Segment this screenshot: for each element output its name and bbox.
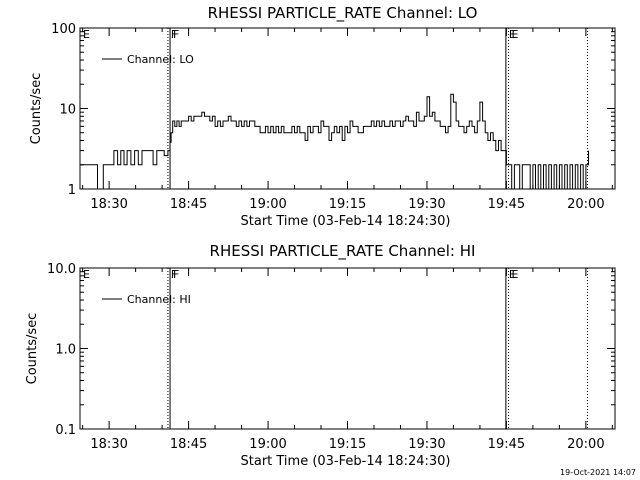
x-tick-label: 19:30 xyxy=(408,437,445,452)
x-tick-label: 18:30 xyxy=(90,437,127,452)
event-marker-label: F xyxy=(171,268,177,281)
event-marker-label: E xyxy=(509,268,516,281)
y-axis-label: Counts/sec xyxy=(25,313,40,385)
event-marker-label: E xyxy=(512,28,519,41)
x-tick-label: 19:00 xyxy=(249,437,286,452)
x-axis-label: Start Time (03-Feb-14 18:24:30) xyxy=(241,454,451,469)
series-line xyxy=(80,93,589,189)
x-tick-label: 20:00 xyxy=(567,197,604,212)
x-tick-label: 19:45 xyxy=(488,437,525,452)
x-tick-label: 19:15 xyxy=(329,197,366,212)
x-tick-label: 19:45 xyxy=(488,197,525,212)
panel-lo: RHESSI PARTICLE_RATE Channel: LO 1 10 100 18… xyxy=(29,4,616,229)
x-tick-label: 18:45 xyxy=(170,197,207,212)
y-tick-label: 100 xyxy=(51,22,76,37)
event-marker-label: F xyxy=(171,28,177,41)
x-tick-label: 18:45 xyxy=(170,437,207,452)
footer-date: 19-Oct-2021 14:07 xyxy=(560,468,636,477)
x-tick-label: 19:00 xyxy=(249,197,286,212)
event-marker-label: E xyxy=(83,28,90,41)
event-marker-label: E xyxy=(509,28,516,41)
y-tick-label: 0.1 xyxy=(55,423,76,438)
panel-hi: RHESSI PARTICLE_RATE Channel: HI 0.1 1.0 10… xyxy=(25,242,616,469)
x-tick-label: 19:30 xyxy=(408,197,445,212)
y-tick-label: 10 xyxy=(59,103,76,118)
chart-title: RHESSI PARTICLE_RATE Channel: HI xyxy=(210,242,476,261)
y-tick-label: 1.0 xyxy=(55,343,76,358)
chart-title: RHESSI PARTICLE_RATE Channel: LO xyxy=(208,4,478,23)
x-tick-label: 20:00 xyxy=(567,437,604,452)
x-tick-label: 18:30 xyxy=(90,197,127,212)
event-marker-label: F xyxy=(173,28,179,41)
x-tick-label: 19:15 xyxy=(329,437,366,452)
event-marker-label: E xyxy=(83,268,90,281)
legend-label: Channel: LO xyxy=(127,53,194,66)
y-tick-label: 10.0 xyxy=(47,262,76,277)
event-marker-label: E xyxy=(512,268,519,281)
y-tick-label: 1 xyxy=(68,183,76,198)
legend-label: Channel: HI xyxy=(127,293,191,306)
y-axis-label: Counts/sec xyxy=(29,73,44,145)
x-axis-label: Start Time (03-Feb-14 18:24:30) xyxy=(241,214,451,229)
event-marker-label: F xyxy=(173,268,179,281)
